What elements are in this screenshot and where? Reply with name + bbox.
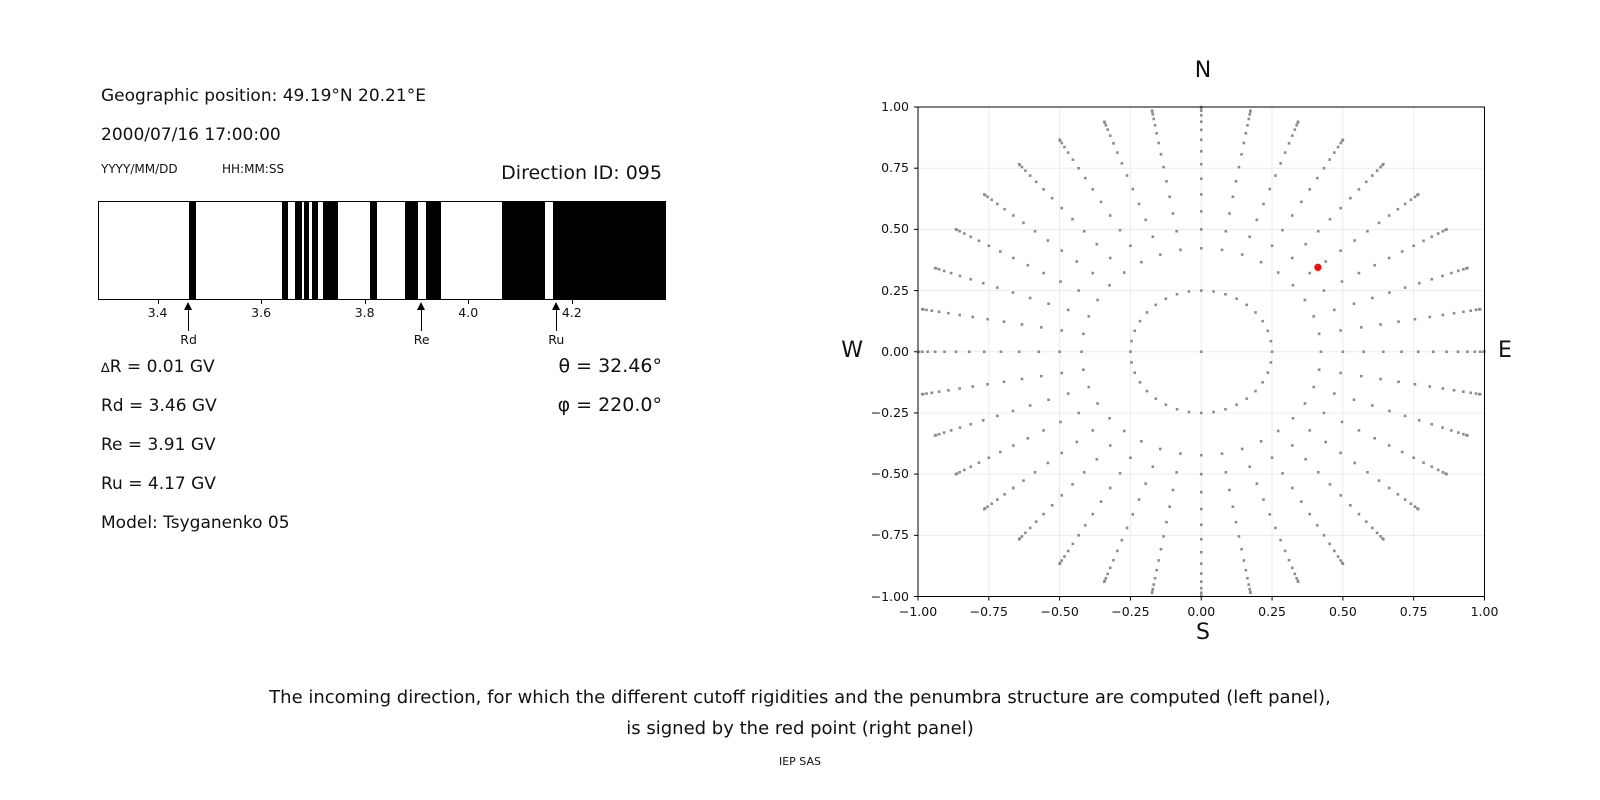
penumbra-x-tick bbox=[468, 300, 470, 304]
caption-line-2: is signed by the red point (right panel) bbox=[626, 718, 974, 739]
rd-value: Rd = 3.46 GV bbox=[101, 396, 217, 416]
datetime-text: 2000/07/16 17:00:00 bbox=[101, 125, 281, 145]
ru-value: Ru = 4.17 GV bbox=[101, 474, 216, 494]
direction-grid-dots bbox=[916, 105, 1486, 598]
direction-x-ticklabel: −0.75 bbox=[969, 604, 1008, 619]
penumbra-band bbox=[311, 202, 319, 299]
direction-x-ticklabel: 0.00 bbox=[1187, 604, 1216, 619]
geographic-position-text: Geographic position: 49.19°N 20.21°E bbox=[101, 86, 426, 106]
penumbra-axis: 3.4 3.6 3.8 4.0 4.2 Rd Re Ru bbox=[98, 300, 666, 360]
theta-value: θ = 32.46° bbox=[558, 355, 662, 377]
penumbra-plot bbox=[98, 201, 666, 300]
direction-y-ticklabel: 1.00 bbox=[881, 99, 909, 114]
arrow-stem bbox=[555, 309, 558, 331]
compass-south-label: S bbox=[1196, 620, 1210, 645]
direction-y-ticklabel: 0.50 bbox=[881, 221, 909, 237]
penumbra-band bbox=[281, 202, 288, 299]
direction-x-ticklabel: −0.25 bbox=[1111, 604, 1150, 619]
up-arrow-icon bbox=[417, 302, 426, 310]
direction-x-ticklabel: −0.50 bbox=[1040, 604, 1079, 619]
caption-line-1: The incoming direction, for which the di… bbox=[269, 687, 1331, 708]
penumbra-x-tick bbox=[157, 300, 159, 304]
direction-x-ticklabel: 0.25 bbox=[1258, 604, 1286, 619]
penumbra-x-ticklabel: 4.2 bbox=[561, 305, 582, 320]
date-format-label: YYYY/MM/DD bbox=[101, 162, 178, 176]
penumbra-band bbox=[294, 202, 302, 299]
arrow-stem bbox=[187, 309, 190, 331]
footer-credit: IEP SAS bbox=[778, 755, 822, 768]
penumbra-band bbox=[369, 202, 377, 299]
direction-y-ticklabel: −1.00 bbox=[870, 588, 909, 604]
direction-id-text: Direction ID: 095 bbox=[501, 162, 662, 184]
direction-y-ticklabel: 0.75 bbox=[881, 160, 909, 176]
penumbra-band bbox=[322, 202, 338, 299]
penumbra-x-tick bbox=[364, 300, 366, 304]
axis-ticks bbox=[914, 106, 1485, 601]
cutoff-marker-label: Ru bbox=[548, 332, 565, 347]
penumbra-x-ticklabel: 4.0 bbox=[458, 305, 479, 320]
re-value: Re = 3.91 GV bbox=[101, 435, 216, 455]
direction-plot bbox=[914, 105, 1486, 601]
delta-symbol: ∆ bbox=[101, 361, 110, 376]
compass-west-label: W bbox=[841, 338, 863, 363]
arrow-stem bbox=[420, 309, 423, 331]
model-text: Model: Tsyganenko 05 bbox=[101, 513, 290, 533]
compass-east-label: E bbox=[1498, 338, 1512, 363]
penumbra-x-ticklabel: 3.8 bbox=[354, 305, 375, 320]
direction-x-ticklabel: 1.00 bbox=[1470, 604, 1499, 619]
penumbra-x-ticklabel: 3.4 bbox=[147, 305, 168, 320]
time-format-label: HH:MM:SS bbox=[222, 162, 285, 176]
direction-y-ticklabel: 0.25 bbox=[881, 282, 909, 298]
penumbra-band bbox=[404, 202, 418, 299]
up-arrow-icon bbox=[551, 302, 560, 310]
direction-x-ticklabel: 0.75 bbox=[1399, 604, 1428, 619]
penumbra-band bbox=[304, 202, 309, 299]
compass-north-label: N bbox=[1194, 58, 1212, 83]
direction-x-ticklabel: 0.50 bbox=[1328, 604, 1357, 619]
phi-value: φ = 220.0° bbox=[557, 394, 662, 416]
penumbra-x-tick bbox=[261, 300, 263, 304]
plot-frame bbox=[917, 106, 1485, 597]
penumbra-band bbox=[188, 202, 197, 299]
penumbra-band bbox=[553, 202, 665, 299]
penumbra-band bbox=[426, 202, 442, 299]
direction-y-ticklabel: −0.25 bbox=[870, 404, 909, 420]
penumbra-x-ticklabel: 3.6 bbox=[251, 305, 272, 320]
up-arrow-icon bbox=[184, 302, 193, 310]
cutoff-marker-label: Rd bbox=[180, 332, 197, 347]
red-direction-point bbox=[1314, 263, 1322, 272]
penumbra-x-tick bbox=[571, 300, 573, 304]
direction-x-ticklabel: −1.00 bbox=[898, 604, 938, 619]
delta-r-value: ∆R = 0.01 GV bbox=[101, 357, 215, 379]
direction-y-ticklabel: 0.00 bbox=[881, 343, 909, 359]
penumbra-band bbox=[502, 202, 545, 299]
direction-y-ticklabel: −0.50 bbox=[870, 466, 909, 482]
delta-r-rest: R = 0.01 GV bbox=[109, 357, 215, 377]
cutoff-marker-label: Re bbox=[413, 332, 430, 347]
direction-y-ticklabel: −0.75 bbox=[870, 527, 909, 543]
